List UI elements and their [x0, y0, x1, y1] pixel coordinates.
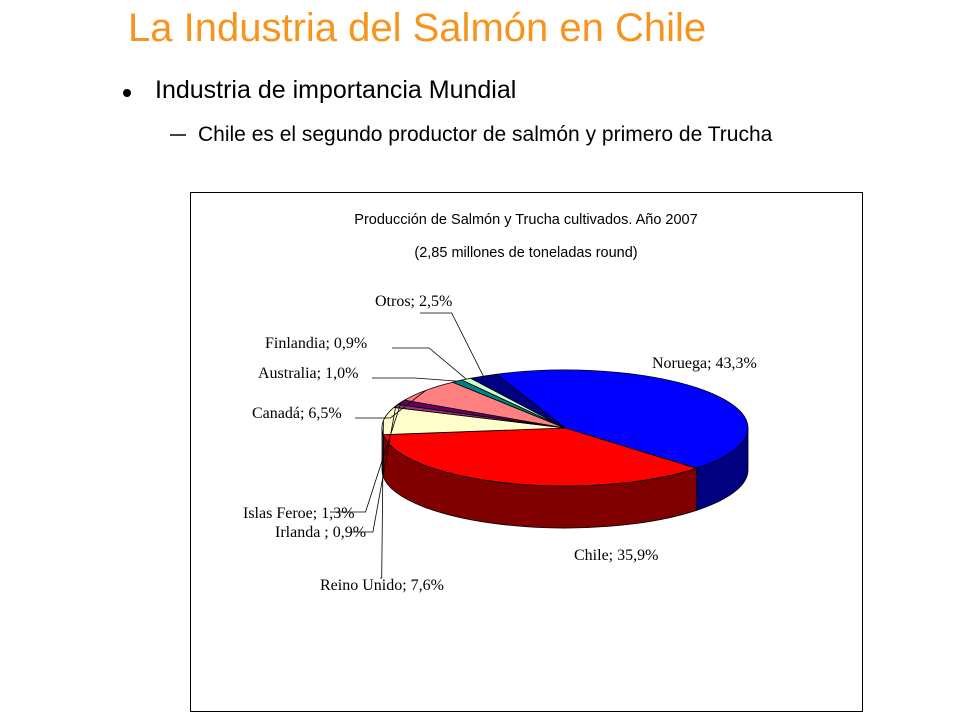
leader-line — [420, 312, 484, 377]
data-label: Finlandia; 0,9% — [265, 335, 367, 352]
slide-title: La Industria del Salmón en Chile — [128, 6, 707, 50]
pie-slice — [382, 427, 698, 487]
sub-bullet: Chile es el segundo productor de salmón … — [198, 123, 773, 146]
data-label: Reino Unido; 7,6% — [320, 577, 444, 594]
bullet: Industria de importancia Mundial — [155, 76, 517, 104]
data-label: Chile; 35,9% — [574, 547, 658, 564]
sub-bullet-marker — [170, 134, 186, 136]
leader-line — [392, 347, 467, 380]
leader-line — [350, 405, 397, 533]
data-label: Noruega; 43,3% — [652, 355, 757, 372]
data-label: Otros; 2,5% — [375, 293, 452, 310]
bullet-marker — [123, 89, 131, 97]
leader-line — [355, 390, 426, 419]
data-label: Islas Feroe; 1,3% — [243, 505, 355, 522]
chart-subtitle: (2,85 millones de toneladas round) — [414, 245, 637, 261]
leader-line — [380, 420, 384, 579]
data-label: Irlanda ; 0,9% — [275, 524, 366, 541]
leader-line — [372, 377, 458, 382]
chart-title: Producción de Salmón y Trucha cultivados… — [354, 212, 697, 228]
pie-slice — [495, 369, 749, 469]
data-label: Australia; 1,0% — [258, 365, 358, 382]
data-label: Canadá; 6,5% — [252, 405, 342, 422]
leader-line — [330, 402, 402, 513]
